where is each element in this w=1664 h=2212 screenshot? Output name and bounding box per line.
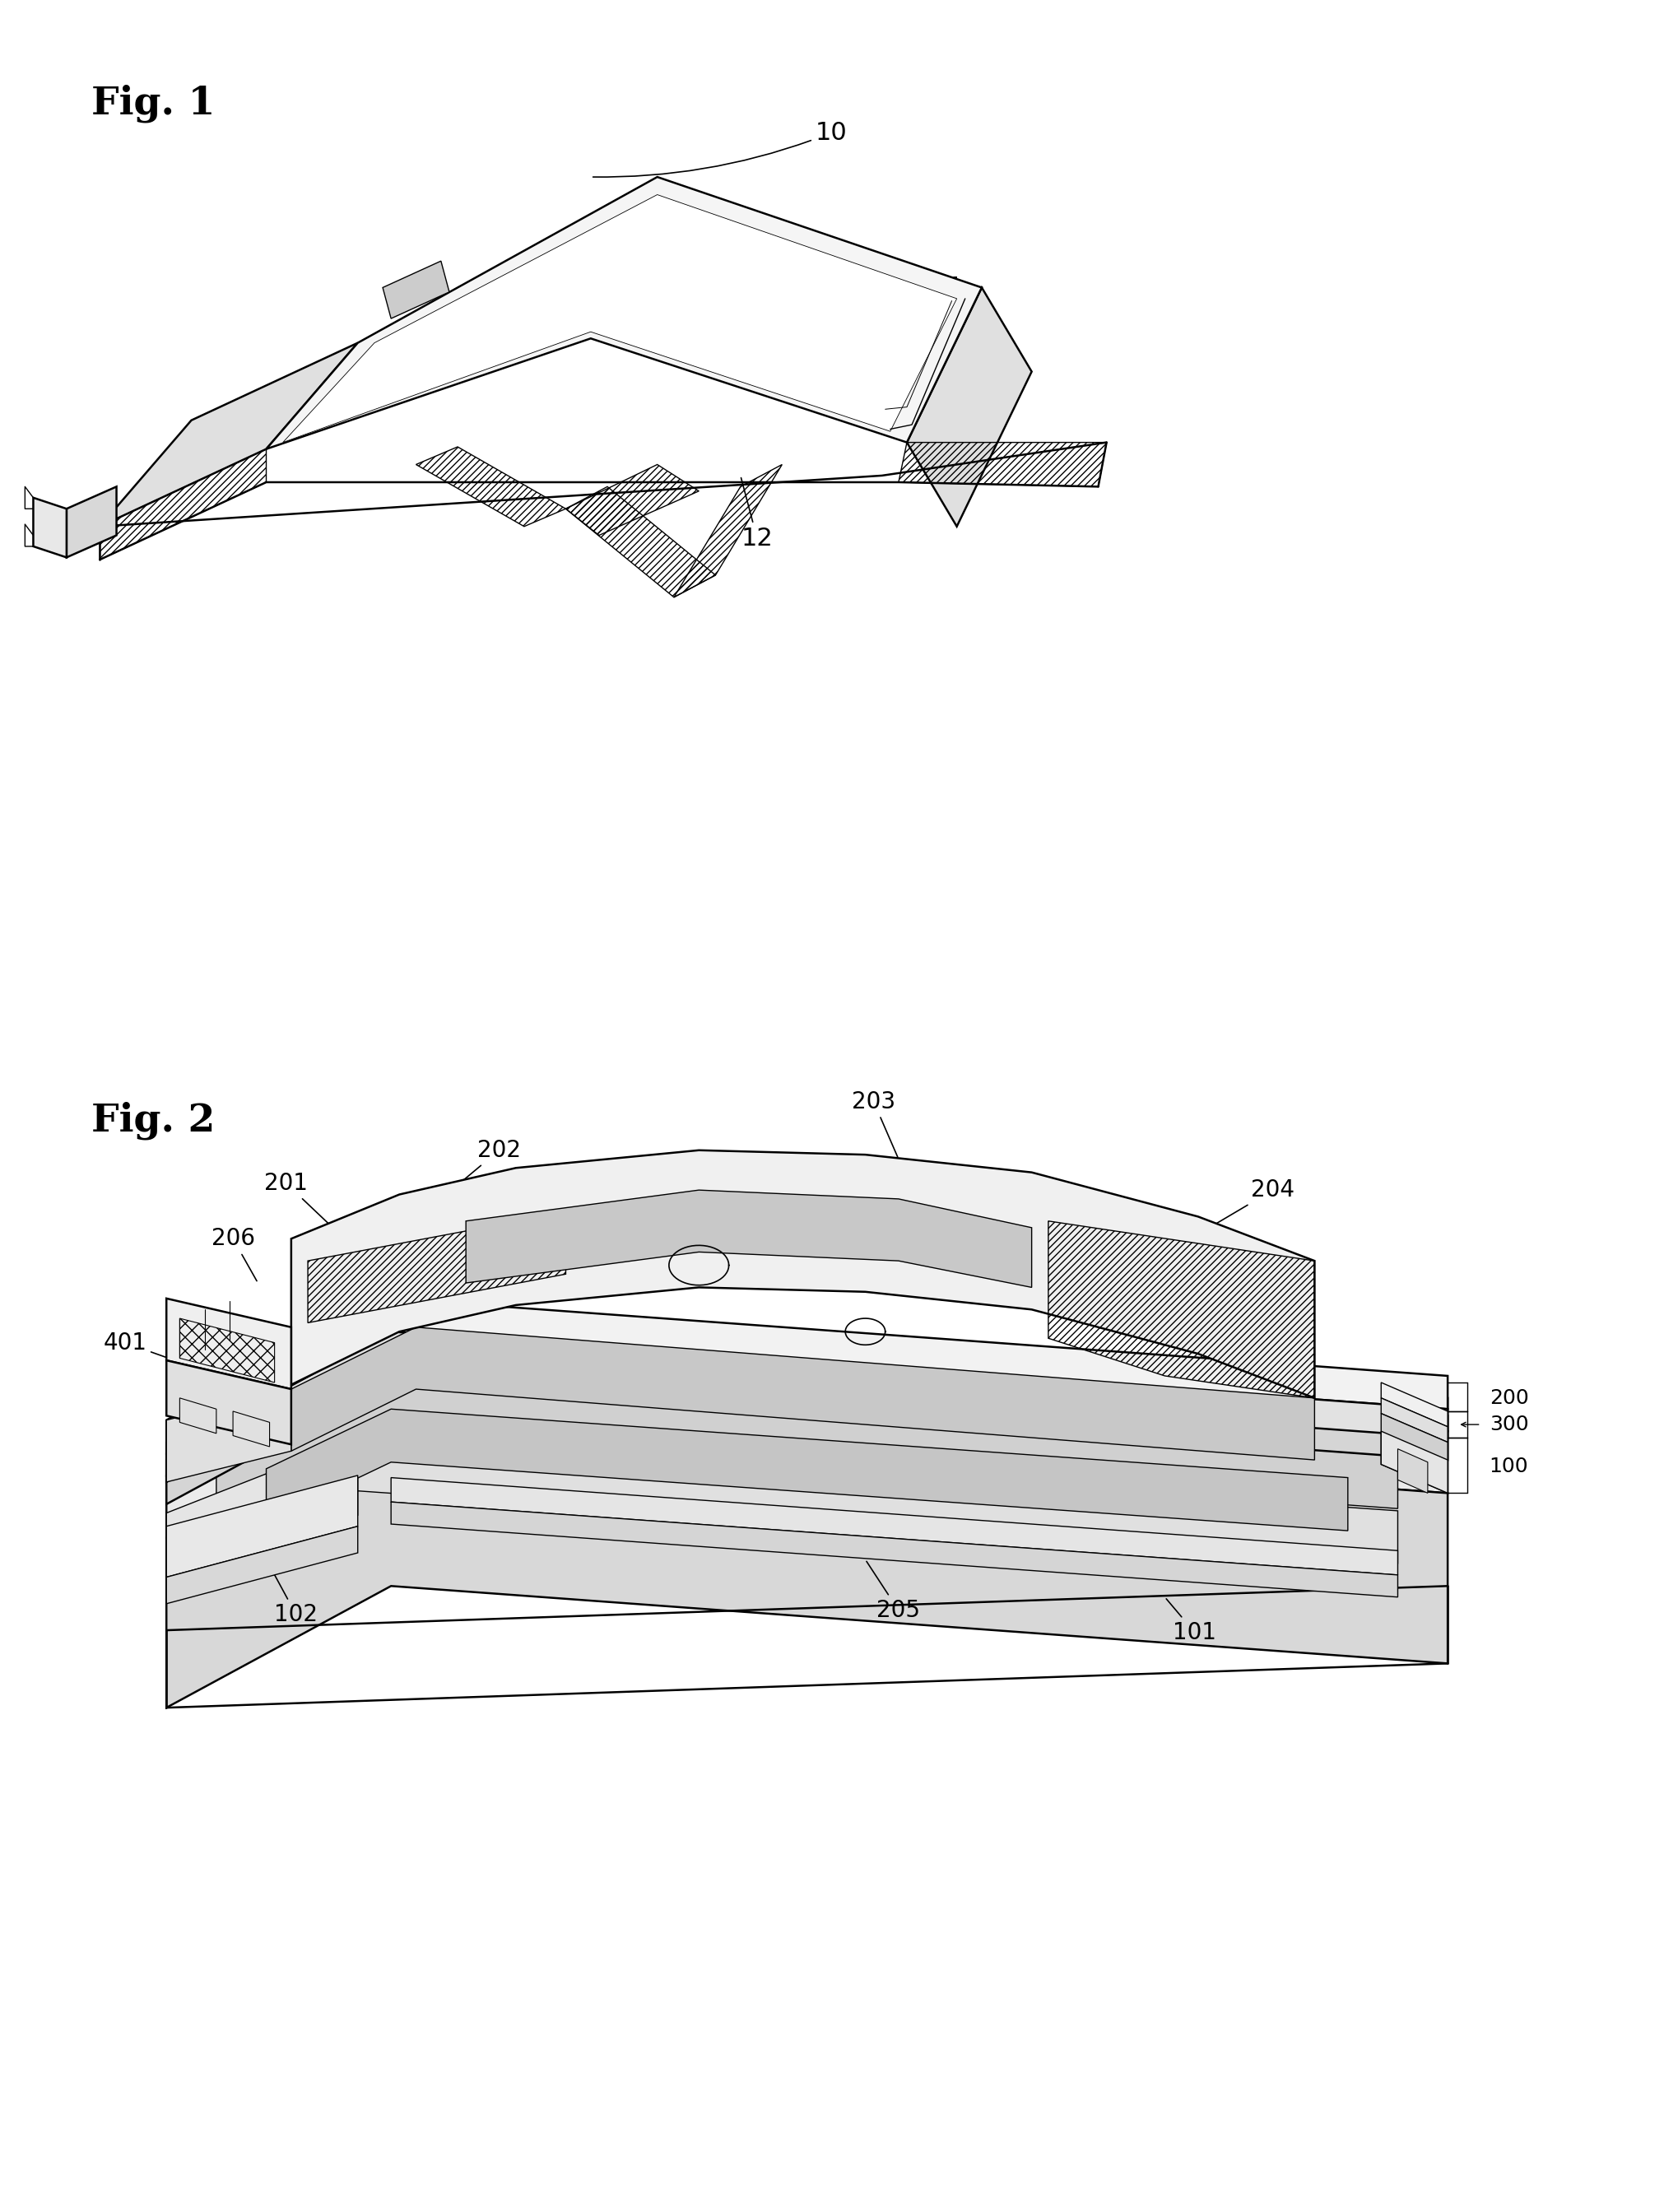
Polygon shape [166, 1321, 1448, 1475]
Polygon shape [391, 1502, 1398, 1597]
Text: 205: 205 [867, 1562, 920, 1621]
Polygon shape [233, 1411, 270, 1447]
Text: 201: 201 [265, 1172, 331, 1225]
Text: 101: 101 [1166, 1599, 1216, 1644]
Polygon shape [1381, 1413, 1448, 1493]
Text: 203: 203 [852, 1091, 897, 1157]
Polygon shape [291, 1150, 1315, 1398]
Polygon shape [166, 1332, 1448, 1482]
Polygon shape [907, 288, 1032, 526]
Text: 300: 300 [1489, 1416, 1529, 1433]
Text: 100: 100 [1489, 1458, 1529, 1475]
Polygon shape [166, 1438, 358, 1566]
Polygon shape [1381, 1398, 1448, 1442]
Polygon shape [391, 1478, 1398, 1575]
Text: 11: 11 [850, 276, 963, 314]
Polygon shape [33, 498, 67, 557]
Polygon shape [166, 1298, 1448, 1453]
Polygon shape [166, 1491, 358, 1590]
Text: 10: 10 [592, 122, 847, 177]
Polygon shape [166, 1389, 291, 1482]
Text: 401: 401 [103, 1332, 173, 1360]
Polygon shape [166, 1354, 1448, 1504]
Text: 204: 204 [1200, 1179, 1295, 1232]
Polygon shape [166, 1298, 291, 1389]
Text: Fig. 1: Fig. 1 [92, 84, 215, 122]
Text: 200: 200 [1489, 1389, 1529, 1407]
Polygon shape [67, 487, 116, 557]
Text: 12: 12 [740, 478, 774, 551]
Polygon shape [1381, 1431, 1448, 1493]
Text: Fig. 2: Fig. 2 [92, 1102, 215, 1139]
Polygon shape [291, 1327, 1315, 1460]
Polygon shape [1381, 1382, 1448, 1427]
Polygon shape [266, 1409, 1348, 1531]
Polygon shape [283, 195, 957, 442]
Polygon shape [166, 1360, 291, 1444]
Polygon shape [1398, 1449, 1428, 1493]
Polygon shape [100, 343, 358, 526]
Polygon shape [266, 177, 982, 449]
Polygon shape [216, 1382, 1398, 1517]
Polygon shape [166, 1338, 1448, 1537]
Polygon shape [358, 1438, 1398, 1564]
Polygon shape [166, 1416, 1448, 1708]
Text: 202: 202 [443, 1139, 521, 1197]
Polygon shape [383, 261, 449, 319]
Polygon shape [166, 1475, 358, 1577]
Polygon shape [466, 1190, 1032, 1287]
Polygon shape [166, 1526, 358, 1604]
Text: 206: 206 [211, 1228, 256, 1281]
Polygon shape [180, 1398, 216, 1433]
Text: 102: 102 [268, 1562, 318, 1626]
